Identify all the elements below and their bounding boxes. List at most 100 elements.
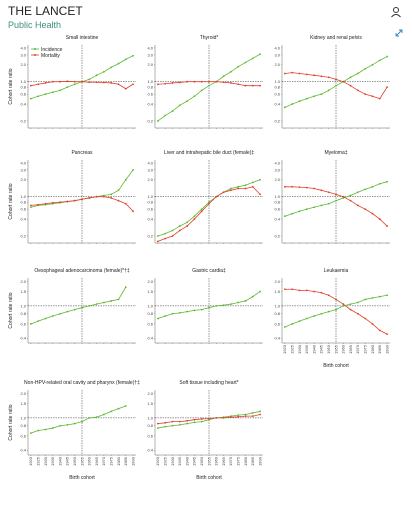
panel-title: Gastric cardia‡ <box>192 268 226 274</box>
mortality-point <box>157 240 159 243</box>
y-tick-label: 0.2 <box>274 118 280 123</box>
incidence-point <box>102 413 105 416</box>
y-tick-label: 1.0 <box>147 79 153 84</box>
incidence-point <box>193 309 196 312</box>
incidence-point <box>59 312 62 315</box>
y-axis-label: Cohort rate ratio <box>8 68 14 104</box>
incidence-point <box>364 298 367 301</box>
incidence-point <box>251 57 254 60</box>
mortality-point <box>229 82 232 84</box>
x-tick-label: 1930 <box>297 344 302 354</box>
mortality-point <box>335 298 337 301</box>
mortality-point <box>186 80 189 83</box>
incidence-point <box>171 312 174 315</box>
mortality-point <box>200 210 203 213</box>
incidence-point <box>349 76 352 79</box>
incidence-point <box>200 89 203 92</box>
mortality-point <box>386 225 388 227</box>
mortality-point <box>37 83 40 86</box>
incidence-point <box>51 427 54 429</box>
mortality-point <box>51 80 54 83</box>
incidence-point <box>178 311 181 314</box>
account-icon[interactable] <box>391 7 401 18</box>
incidence-point <box>237 65 240 68</box>
incidence-point <box>59 424 62 427</box>
mortality-point <box>164 421 167 424</box>
incidence-point <box>327 89 330 92</box>
y-tick-label: 0.2 <box>147 233 153 238</box>
incidence-point <box>342 197 345 199</box>
incidence-point <box>30 206 32 209</box>
mortality-point <box>305 73 308 76</box>
incidence-point <box>193 215 196 218</box>
y-tick-label: 1.5 <box>20 289 26 294</box>
expand-icon[interactable] <box>395 29 403 37</box>
y-tick-label: 4.0 <box>147 160 153 165</box>
y-tick-label: 0.8 <box>147 85 153 90</box>
mortality-point <box>222 81 225 84</box>
mortality-point <box>364 317 367 320</box>
mortality-point <box>117 199 120 202</box>
incidence-point <box>132 54 134 57</box>
x-tick-label: 1980 <box>243 456 248 466</box>
x-tick-label: 1990 <box>384 344 389 354</box>
mortality-point <box>73 80 76 83</box>
incidence-point <box>244 413 247 416</box>
y-tick-label: 0.4 <box>147 101 153 106</box>
y-tick-label: 0.8 <box>274 311 280 316</box>
mortality-point <box>251 185 254 188</box>
incidence-point <box>386 55 388 58</box>
incidence-point <box>327 310 330 313</box>
incidence-point <box>378 295 381 298</box>
y-tick-label: 0.8 <box>20 311 26 316</box>
mortality-point <box>237 187 240 190</box>
mortality-point <box>298 72 301 75</box>
y-tick-label: 0.2 <box>274 233 280 238</box>
mortality-point <box>284 185 286 188</box>
incidence-point <box>110 193 113 196</box>
x-tick-label: 1955 <box>206 456 211 466</box>
incidence-point <box>164 232 167 235</box>
mortality-point <box>88 81 91 84</box>
incidence-point <box>110 410 113 413</box>
y-tick-label: 2.0 <box>147 62 153 67</box>
mortality-point <box>349 84 352 87</box>
incidence-point <box>73 83 76 86</box>
x-tick-label: 1965 <box>348 344 353 354</box>
incidence-point <box>171 229 174 232</box>
mortality-point <box>229 189 232 192</box>
incidence-point <box>51 315 54 317</box>
y-tick-label: 0.6 <box>147 433 153 438</box>
incidence-point <box>327 202 330 205</box>
mortality-point <box>327 294 330 297</box>
mortality-point <box>110 82 113 84</box>
y-tick-label: 0.4 <box>147 448 153 453</box>
mortality-point <box>178 420 181 423</box>
legend-marker <box>34 48 36 50</box>
mortality-point <box>335 193 337 196</box>
mortality-point <box>298 289 301 292</box>
y-tick-label: 1.0 <box>20 415 26 420</box>
mortality-point <box>215 80 218 83</box>
incidence-point <box>124 286 127 289</box>
mortality-point <box>237 415 240 418</box>
mortality-point <box>364 93 367 96</box>
incidence-point <box>66 423 69 426</box>
mortality-point <box>284 288 286 291</box>
incidence-point <box>284 326 286 328</box>
incidence-point <box>81 420 83 423</box>
panel-title: Non-HPV-related oral cavity and pharynx … <box>24 380 140 386</box>
mortality-point <box>208 80 210 83</box>
y-tick-label: 0.4 <box>274 336 280 341</box>
incidence-point <box>251 181 254 184</box>
y-tick-label: 0.6 <box>147 92 153 97</box>
mortality-point <box>171 235 174 237</box>
incidence-point <box>186 310 189 313</box>
y-tick-label: 0.6 <box>147 321 153 326</box>
incidence-point <box>95 303 98 306</box>
y-tick-label: 0.6 <box>274 321 280 326</box>
mortality-point <box>386 86 388 89</box>
mortality-point <box>171 420 174 423</box>
incidence-point <box>291 323 294 325</box>
mortality-point <box>95 195 98 198</box>
